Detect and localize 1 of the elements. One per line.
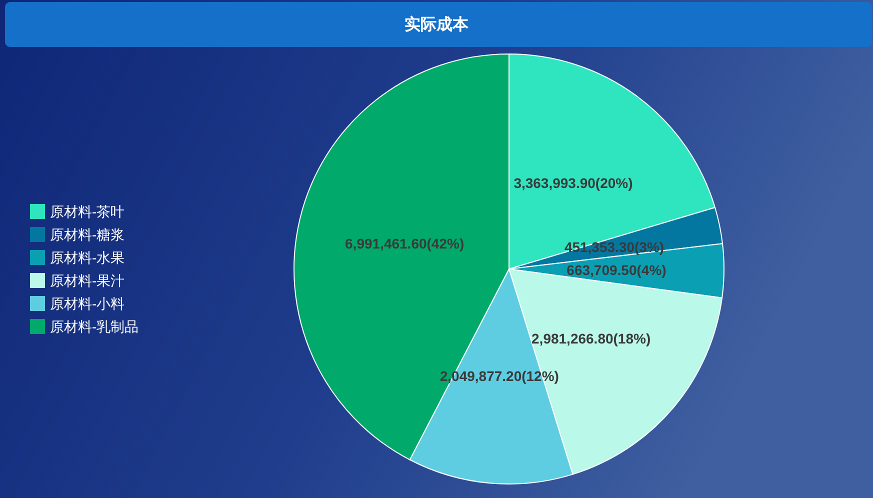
title: 实际成本 <box>404 16 468 34</box>
